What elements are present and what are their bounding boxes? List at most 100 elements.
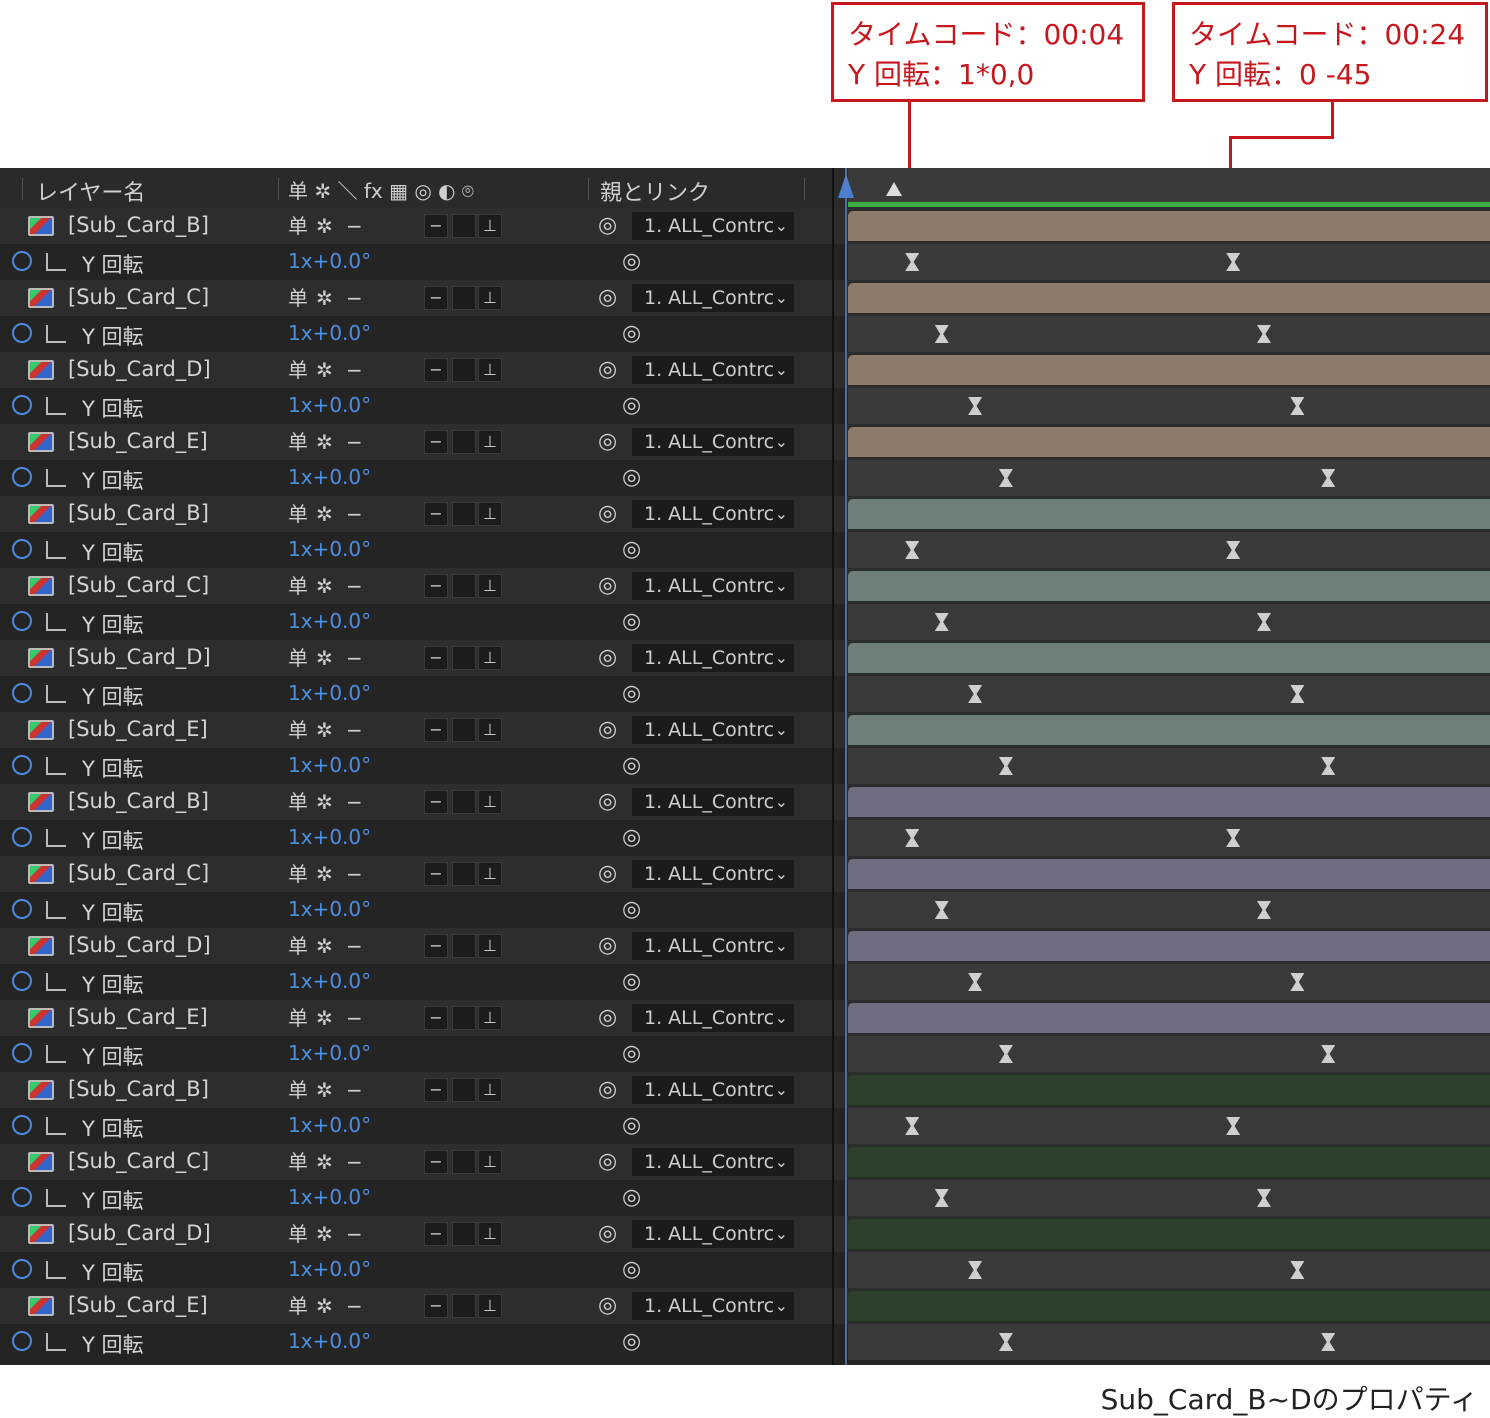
property-row[interactable]: Y 回転 1x+0.0° ◎ [0, 1180, 1490, 1216]
header-layer-name[interactable]: レイヤー名 [36, 181, 146, 206]
motion-blur-switch[interactable]: − [424, 286, 448, 310]
pickwhip-icon[interactable]: ◎ [598, 285, 618, 310]
current-time-indicator[interactable] [845, 168, 847, 1365]
property-value[interactable]: 1x+0.0° [288, 1185, 372, 1209]
motion-blur-switch[interactable]: − [424, 862, 448, 886]
keyframe[interactable] [1290, 685, 1305, 703]
collapse-switch-icon[interactable]: ✲ [316, 1222, 333, 1246]
quality-switch-icon[interactable]: − [346, 646, 363, 670]
layer-duration-bar[interactable] [848, 211, 1490, 241]
property-value[interactable]: 1x+0.0° [288, 969, 372, 993]
motion-blur-switch[interactable]: − [424, 574, 448, 598]
graph-editor-icon[interactable] [46, 1117, 66, 1135]
layer-row[interactable]: [Sub_Card_B] 单 ✲ − − ⊥ ◎ 1. ALL_Contrc ⌄ [0, 496, 1490, 532]
graph-editor-icon[interactable] [46, 1045, 66, 1063]
layer-name[interactable]: [Sub_Card_C] [68, 861, 210, 885]
layer-duration-bar[interactable] [848, 859, 1490, 889]
quality-switch-icon[interactable]: − [346, 502, 363, 526]
keyframe[interactable] [905, 253, 920, 271]
keyframe[interactable] [1226, 829, 1241, 847]
stopwatch-icon[interactable] [12, 899, 32, 919]
pickwhip-icon[interactable]: ◎ [598, 861, 618, 886]
stopwatch-icon[interactable] [12, 1331, 32, 1351]
adjustment-switch[interactable] [452, 646, 476, 670]
layer-name[interactable]: [Sub_Card_D] [68, 357, 211, 381]
layer-row[interactable]: [Sub_Card_E] 单 ✲ − − ⊥ ◎ 1. ALL_Contrc ⌄ [0, 424, 1490, 460]
quality-switch-icon[interactable]: − [346, 790, 363, 814]
stopwatch-icon[interactable] [12, 683, 32, 703]
header-switches[interactable]: 单 ✲ ＼ fx ▦ ◎ ◐ ⌾ [288, 179, 474, 203]
graph-editor-icon[interactable] [46, 757, 66, 775]
stopwatch-icon[interactable] [12, 1115, 32, 1135]
expression-pickwhip-icon[interactable]: ◎ [622, 249, 642, 274]
pickwhip-icon[interactable]: ◎ [598, 1293, 618, 1318]
collapse-switch-icon[interactable]: ✲ [316, 646, 333, 670]
property-row[interactable]: Y 回転 1x+0.0° ◎ [0, 316, 1490, 352]
3d-layer-switch-icon[interactable]: ⊥ [478, 790, 502, 814]
parent-dropdown[interactable]: 1. ALL_Contrc ⌄ [632, 1004, 794, 1032]
collapse-switch-icon[interactable]: ✲ [316, 502, 333, 526]
property-value[interactable]: 1x+0.0° [288, 753, 372, 777]
property-row[interactable]: Y 回転 1x+0.0° ◎ [0, 604, 1490, 640]
layer-duration-bar[interactable] [848, 1219, 1490, 1249]
shy-switch-icon[interactable]: 单 [288, 214, 308, 238]
quality-switch-icon[interactable]: − [346, 862, 363, 886]
3d-layer-switch-icon[interactable]: ⊥ [478, 214, 502, 238]
keyframe[interactable] [905, 541, 920, 559]
property-value[interactable]: 1x+0.0° [288, 1113, 372, 1137]
shy-switch-icon[interactable]: 单 [288, 1222, 308, 1246]
quality-switch-icon[interactable]: − [346, 1078, 363, 1102]
quality-switch-icon[interactable]: − [346, 1150, 363, 1174]
3d-layer-switch-icon[interactable]: ⊥ [478, 358, 502, 382]
expression-pickwhip-icon[interactable]: ◎ [622, 969, 642, 994]
collapse-switch-icon[interactable]: ✲ [316, 286, 333, 310]
keyframe[interactable] [968, 685, 983, 703]
expression-pickwhip-icon[interactable]: ◎ [622, 1113, 642, 1138]
expression-pickwhip-icon[interactable]: ◎ [622, 465, 642, 490]
quality-switch-icon[interactable]: − [346, 1006, 363, 1030]
property-row[interactable]: Y 回転 1x+0.0° ◎ [0, 892, 1490, 928]
property-value[interactable]: 1x+0.0° [288, 1041, 372, 1065]
keyframe[interactable] [934, 613, 949, 631]
motion-blur-switch[interactable]: − [424, 934, 448, 958]
quality-switch-icon[interactable]: − [346, 718, 363, 742]
parent-dropdown[interactable]: 1. ALL_Contrc ⌄ [632, 788, 794, 816]
adjustment-switch[interactable] [452, 862, 476, 886]
keyframe[interactable] [1257, 325, 1272, 343]
expression-pickwhip-icon[interactable]: ◎ [622, 609, 642, 634]
adjustment-switch[interactable] [452, 502, 476, 526]
parent-dropdown[interactable]: 1. ALL_Contrc ⌄ [632, 1220, 794, 1248]
graph-editor-icon[interactable] [46, 1261, 66, 1279]
adjustment-switch[interactable] [452, 358, 476, 382]
layer-duration-bar[interactable] [848, 1003, 1490, 1033]
pickwhip-icon[interactable]: ◎ [598, 789, 618, 814]
property-value[interactable]: 1x+0.0° [288, 609, 372, 633]
graph-editor-icon[interactable] [46, 541, 66, 559]
motion-blur-switch[interactable]: − [424, 1294, 448, 1318]
keyframe[interactable] [1290, 973, 1305, 991]
header-parent-link[interactable]: 親とリンク [600, 181, 711, 206]
adjustment-switch[interactable] [452, 790, 476, 814]
3d-layer-switch-icon[interactable]: ⊥ [478, 1294, 502, 1318]
pickwhip-icon[interactable]: ◎ [598, 573, 618, 598]
timeline-ruler[interactable] [848, 168, 1490, 202]
shy-switch-icon[interactable]: 单 [288, 718, 308, 742]
shy-switch-icon[interactable]: 单 [288, 286, 308, 310]
parent-dropdown[interactable]: 1. ALL_Contrc ⌄ [632, 1292, 794, 1320]
keyframe[interactable] [1321, 1045, 1336, 1063]
shy-switch-icon[interactable]: 单 [288, 430, 308, 454]
shy-switch-icon[interactable]: 单 [288, 1150, 308, 1174]
motion-blur-switch[interactable]: − [424, 358, 448, 382]
layer-duration-bar[interactable] [848, 1147, 1490, 1177]
shy-switch-icon[interactable]: 单 [288, 358, 308, 382]
pickwhip-icon[interactable]: ◎ [598, 213, 618, 238]
3d-layer-switch-icon[interactable]: ⊥ [478, 646, 502, 670]
motion-blur-switch[interactable]: − [424, 502, 448, 526]
pickwhip-icon[interactable]: ◎ [598, 501, 618, 526]
3d-layer-switch-icon[interactable]: ⊥ [478, 574, 502, 598]
graph-editor-icon[interactable] [46, 973, 66, 991]
adjustment-switch[interactable] [452, 430, 476, 454]
quality-switch-icon[interactable]: − [346, 1294, 363, 1318]
shy-switch-icon[interactable]: 单 [288, 1078, 308, 1102]
property-row[interactable]: Y 回転 1x+0.0° ◎ [0, 388, 1490, 424]
